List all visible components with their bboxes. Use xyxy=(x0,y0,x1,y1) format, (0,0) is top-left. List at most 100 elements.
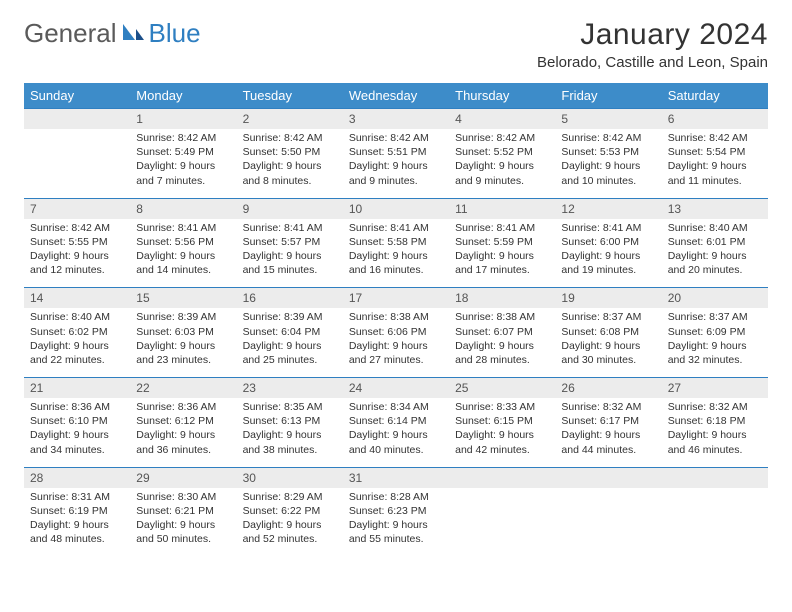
sunrise-text: Sunrise: 8:42 AM xyxy=(455,131,549,145)
daylight-text: Daylight: 9 hours xyxy=(136,339,230,353)
sunset-text: Sunset: 6:19 PM xyxy=(30,504,124,518)
daylight-text: Daylight: 9 hours xyxy=(243,518,337,532)
sunset-text: Sunset: 6:13 PM xyxy=(243,414,337,428)
daylight-text: Daylight: 9 hours xyxy=(561,428,655,442)
sunrise-text: Sunrise: 8:42 AM xyxy=(243,131,337,145)
daylight-text: and 14 minutes. xyxy=(136,263,230,277)
sunrise-text: Sunrise: 8:34 AM xyxy=(349,400,443,414)
day-content: Sunrise: 8:37 AMSunset: 6:09 PMDaylight:… xyxy=(662,308,768,377)
sunset-text: Sunset: 6:23 PM xyxy=(349,504,443,518)
date-cell: 20 xyxy=(662,288,768,309)
day-content: Sunrise: 8:42 AMSunset: 5:51 PMDaylight:… xyxy=(343,129,449,198)
sunset-text: Sunset: 6:17 PM xyxy=(561,414,655,428)
sunset-text: Sunset: 5:51 PM xyxy=(349,145,443,159)
day-content: Sunrise: 8:31 AMSunset: 6:19 PMDaylight:… xyxy=(24,488,130,557)
sunrise-text: Sunrise: 8:41 AM xyxy=(136,221,230,235)
day-content xyxy=(449,488,555,557)
date-cell xyxy=(662,467,768,488)
sunset-text: Sunset: 5:57 PM xyxy=(243,235,337,249)
date-cell: 23 xyxy=(237,378,343,399)
daylight-text: and 42 minutes. xyxy=(455,443,549,457)
daylight-text: Daylight: 9 hours xyxy=(349,428,443,442)
sunrise-text: Sunrise: 8:36 AM xyxy=(30,400,124,414)
sunset-text: Sunset: 6:06 PM xyxy=(349,325,443,339)
daylight-text: and 23 minutes. xyxy=(136,353,230,367)
daylight-text: Daylight: 9 hours xyxy=(243,339,337,353)
daylight-text: Daylight: 9 hours xyxy=(136,249,230,263)
date-cell: 16 xyxy=(237,288,343,309)
sunrise-text: Sunrise: 8:37 AM xyxy=(668,310,762,324)
content-row: Sunrise: 8:42 AMSunset: 5:49 PMDaylight:… xyxy=(24,129,768,198)
daylight-text: Daylight: 9 hours xyxy=(561,249,655,263)
date-cell: 29 xyxy=(130,467,236,488)
sunrise-text: Sunrise: 8:32 AM xyxy=(668,400,762,414)
sunset-text: Sunset: 6:22 PM xyxy=(243,504,337,518)
daylight-text: Daylight: 9 hours xyxy=(349,159,443,173)
daylight-text: Daylight: 9 hours xyxy=(243,159,337,173)
daylight-text: Daylight: 9 hours xyxy=(349,518,443,532)
day-header: Saturday xyxy=(662,83,768,109)
sunrise-text: Sunrise: 8:41 AM xyxy=(561,221,655,235)
sunset-text: Sunset: 6:09 PM xyxy=(668,325,762,339)
day-content: Sunrise: 8:41 AMSunset: 5:58 PMDaylight:… xyxy=(343,219,449,288)
day-content: Sunrise: 8:42 AMSunset: 5:52 PMDaylight:… xyxy=(449,129,555,198)
date-cell: 31 xyxy=(343,467,449,488)
day-content: Sunrise: 8:40 AMSunset: 6:02 PMDaylight:… xyxy=(24,308,130,377)
daylight-text: Daylight: 9 hours xyxy=(30,339,124,353)
sunrise-text: Sunrise: 8:29 AM xyxy=(243,490,337,504)
date-cell: 28 xyxy=(24,467,130,488)
day-content: Sunrise: 8:36 AMSunset: 6:12 PMDaylight:… xyxy=(130,398,236,467)
sunrise-text: Sunrise: 8:42 AM xyxy=(136,131,230,145)
date-cell: 8 xyxy=(130,198,236,219)
daylight-text: Daylight: 9 hours xyxy=(455,249,549,263)
logo-sail-icon xyxy=(121,18,145,49)
sunset-text: Sunset: 6:21 PM xyxy=(136,504,230,518)
sunrise-text: Sunrise: 8:42 AM xyxy=(349,131,443,145)
daylight-text: and 34 minutes. xyxy=(30,443,124,457)
daylight-text: Daylight: 9 hours xyxy=(136,159,230,173)
date-cell: 13 xyxy=(662,198,768,219)
day-content: Sunrise: 8:32 AMSunset: 6:18 PMDaylight:… xyxy=(662,398,768,467)
day-content: Sunrise: 8:38 AMSunset: 6:06 PMDaylight:… xyxy=(343,308,449,377)
day-content: Sunrise: 8:28 AMSunset: 6:23 PMDaylight:… xyxy=(343,488,449,557)
sunset-text: Sunset: 6:08 PM xyxy=(561,325,655,339)
daylight-text: and 55 minutes. xyxy=(349,532,443,546)
sunrise-text: Sunrise: 8:42 AM xyxy=(668,131,762,145)
sunrise-text: Sunrise: 8:37 AM xyxy=(561,310,655,324)
daylight-text: and 12 minutes. xyxy=(30,263,124,277)
calendar-table: Sunday Monday Tuesday Wednesday Thursday… xyxy=(24,83,768,556)
sunrise-text: Sunrise: 8:39 AM xyxy=(136,310,230,324)
daylight-text: Daylight: 9 hours xyxy=(668,159,762,173)
day-content: Sunrise: 8:42 AMSunset: 5:50 PMDaylight:… xyxy=(237,129,343,198)
sunset-text: Sunset: 5:55 PM xyxy=(30,235,124,249)
daylight-text: and 9 minutes. xyxy=(455,174,549,188)
daylight-text: Daylight: 9 hours xyxy=(455,428,549,442)
day-header: Thursday xyxy=(449,83,555,109)
daylight-text: Daylight: 9 hours xyxy=(243,249,337,263)
date-cell: 2 xyxy=(237,109,343,130)
daylight-text: and 11 minutes. xyxy=(668,174,762,188)
daylight-text: and 32 minutes. xyxy=(668,353,762,367)
sunrise-text: Sunrise: 8:28 AM xyxy=(349,490,443,504)
day-header: Wednesday xyxy=(343,83,449,109)
daylight-text: Daylight: 9 hours xyxy=(243,428,337,442)
daylight-text: and 7 minutes. xyxy=(136,174,230,188)
daylight-text: and 10 minutes. xyxy=(561,174,655,188)
day-header: Sunday xyxy=(24,83,130,109)
sunset-text: Sunset: 5:59 PM xyxy=(455,235,549,249)
day-content: Sunrise: 8:34 AMSunset: 6:14 PMDaylight:… xyxy=(343,398,449,467)
date-cell: 17 xyxy=(343,288,449,309)
day-content: Sunrise: 8:32 AMSunset: 6:17 PMDaylight:… xyxy=(555,398,661,467)
day-content: Sunrise: 8:35 AMSunset: 6:13 PMDaylight:… xyxy=(237,398,343,467)
sunset-text: Sunset: 6:14 PM xyxy=(349,414,443,428)
daylight-text: and 25 minutes. xyxy=(243,353,337,367)
date-cell: 19 xyxy=(555,288,661,309)
date-row: 28 29 30 31 xyxy=(24,467,768,488)
date-cell: 12 xyxy=(555,198,661,219)
date-cell: 10 xyxy=(343,198,449,219)
day-content: Sunrise: 8:41 AMSunset: 5:56 PMDaylight:… xyxy=(130,219,236,288)
date-cell: 26 xyxy=(555,378,661,399)
sunrise-text: Sunrise: 8:41 AM xyxy=(243,221,337,235)
date-cell xyxy=(449,467,555,488)
date-cell: 11 xyxy=(449,198,555,219)
